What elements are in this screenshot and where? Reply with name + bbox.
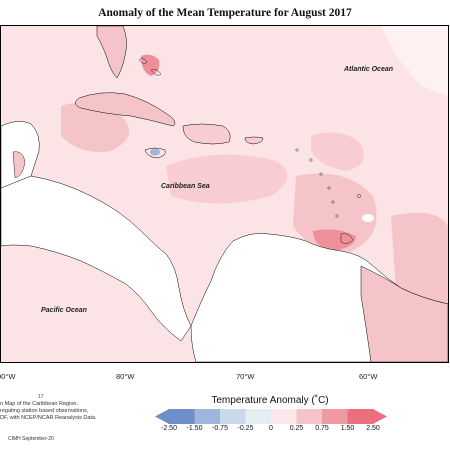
map-title: Anomaly of the Mean Temperature for Augu… (98, 7, 352, 19)
legend-label: -1.50 (186, 425, 203, 432)
longitude-tick-60w: 60°W (359, 372, 378, 381)
guianas-coast-landmass (360, 265, 448, 362)
lesser-antilles-island (319, 172, 323, 176)
legend-label: -2.50 (161, 425, 177, 432)
trinidad-landmass (340, 233, 354, 244)
caribbean-sea-label: Caribbean Sea (161, 183, 210, 190)
lesser-antilles-island (327, 186, 331, 190)
jamaica-landmass (144, 147, 166, 159)
legend-colorbar (155, 409, 387, 424)
bahamas-island (138, 58, 148, 64)
legend-label: 0.25 (289, 425, 304, 432)
florida-landmass (96, 26, 127, 79)
legend-swatch (169, 409, 195, 424)
legend-label: 1.50 (340, 425, 355, 432)
no-data-speck (362, 214, 374, 222)
legend-label: -0.75 (212, 425, 228, 432)
legend-swatch (347, 409, 373, 424)
map-caption: n Map of the Caribbean Region. regating … (0, 401, 120, 422)
lesser-antilles-island (331, 200, 335, 204)
caption-line: regating station based observations, (0, 408, 89, 414)
footer-credit: CIMH September-20 (8, 436, 54, 442)
caption-line: DF, with NCEP/NCAR Reanalysis Data. (0, 415, 97, 421)
legend-labels: -2.50 -1.50 -0.75 -0.25 0 0.25 0.75 1.50… (155, 425, 387, 435)
note-number: 17 (38, 394, 44, 400)
atlantic-ocean-label: Atlantic Ocean (343, 66, 393, 73)
longitude-tick-90w: 90°W (0, 372, 16, 381)
caption-line: n Map of the Caribbean Region. (0, 401, 78, 407)
legend-swatch-arrow-high (373, 409, 387, 424)
legend-swatch (322, 409, 348, 424)
legend-title: Temperature Anomaly (˚C) (211, 395, 329, 406)
longitude-tick-70w: 70°W (236, 372, 255, 381)
anomaly-region-moderate-1 (61, 102, 129, 152)
legend-swatch (245, 409, 271, 424)
faint-anomaly-region (381, 26, 448, 96)
cool-anomaly-jamaica (150, 148, 160, 156)
legend-swatch (194, 409, 220, 424)
legend-swatch (220, 409, 246, 424)
legend-swatch-arrow-low (155, 409, 169, 424)
legend-label: 2.50 (366, 425, 380, 432)
cuba-landmass (75, 92, 176, 127)
legend-label: -0.25 (237, 425, 254, 432)
legend-swatch (296, 409, 322, 424)
map-canvas: Atlantic Ocean Caribbean Sea Pacific Oce… (1, 26, 448, 362)
longitude-tick-80w: 80°W (116, 372, 135, 381)
anomaly-map: Atlantic Ocean Caribbean Sea Pacific Oce… (0, 25, 449, 363)
legend-label: 0.75 (315, 425, 329, 432)
lesser-antilles-island (295, 148, 299, 152)
legend-label: 0 (269, 425, 273, 432)
anomaly-region-moderate-5 (311, 132, 364, 171)
anomaly-region-moderate-2 (166, 154, 288, 204)
legend-swatch (271, 409, 297, 424)
puerto-rico-landmass (244, 136, 264, 145)
pacific-ocean-label: Pacific Ocean (41, 307, 87, 314)
hispaniola-landmass (182, 123, 231, 145)
lesser-antilles-island (309, 158, 313, 162)
lesser-antilles-island (335, 214, 339, 218)
bahamas-island (150, 69, 162, 76)
barbados-island (357, 194, 361, 198)
belize-landmass (12, 151, 26, 179)
central-america-landmass (1, 175, 192, 342)
